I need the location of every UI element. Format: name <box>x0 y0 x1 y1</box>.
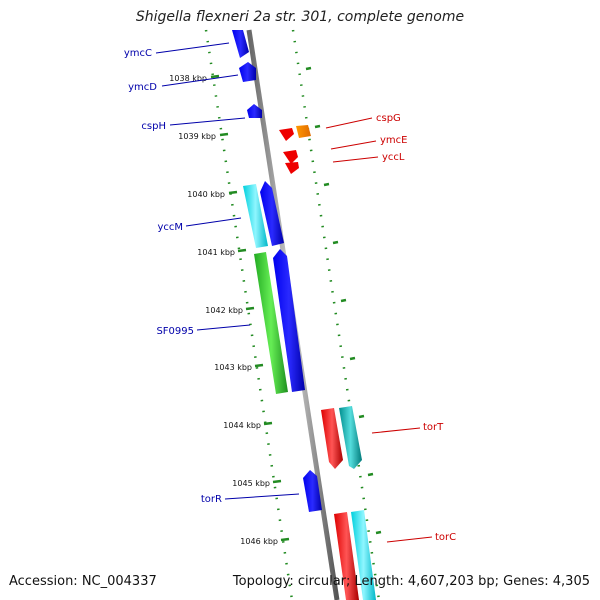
gene-label-cspH[interactable]: cspH <box>141 121 166 132</box>
kbp-label-1045: 1045 kbp <box>232 479 270 488</box>
gene-label-ymcD[interactable]: ymcD <box>128 82 157 93</box>
gene-blue-1040[interactable] <box>260 181 284 246</box>
kbp-labels: 1038 kbp 1039 kbp 1040 kbp 1041 kbp 1042… <box>169 74 278 546</box>
kbp-label-1040: 1040 kbp <box>187 190 225 199</box>
accession-footer: Accession: NC_004337 <box>9 574 157 589</box>
gene-label-torT[interactable]: torT <box>423 422 444 433</box>
gene-label-torR[interactable]: torR <box>201 494 222 505</box>
gene-label-yccM[interactable]: yccM <box>157 222 183 233</box>
gene-cspG[interactable] <box>296 125 311 138</box>
right-leaders <box>325 117 433 543</box>
gene-yccL[interactable] <box>285 162 299 174</box>
gene-torR[interactable] <box>303 470 322 512</box>
kbp-label-1042: 1042 kbp <box>205 306 243 315</box>
gene-label-yccL[interactable]: yccL <box>382 152 405 163</box>
gene-SF0995[interactable] <box>254 252 288 394</box>
left-leaders <box>155 42 300 500</box>
gene-label-torC[interactable]: torC <box>435 532 456 543</box>
gene-label-cspG[interactable]: cspG <box>376 113 401 124</box>
kbp-label-1043: 1043 kbp <box>214 363 252 372</box>
gene-label-ymcE[interactable]: ymcE <box>380 135 407 146</box>
gene-torT[interactable] <box>339 406 362 469</box>
gene-ymcE[interactable] <box>279 128 294 141</box>
kbp-label-1044: 1044 kbp <box>223 421 261 430</box>
kbp-ticks <box>210 66 382 542</box>
gene-ymcC[interactable] <box>232 30 249 58</box>
gene-label-ymcC[interactable]: ymcC <box>124 48 152 59</box>
kbp-label-1039: 1039 kbp <box>178 132 216 141</box>
genome-title: Shigella flexneri 2a str. 301, complete … <box>135 9 465 25</box>
gene-red-1044[interactable] <box>321 408 343 469</box>
gene-red-1046[interactable] <box>334 512 359 600</box>
gene-label-SF0995[interactable]: SF0995 <box>156 326 194 337</box>
kbp-label-1038: 1038 kbp <box>169 74 207 83</box>
gene-yccL-a[interactable] <box>283 150 298 164</box>
topology-footer: Topology: circular; Length: 4,607,203 bp… <box>232 574 590 589</box>
gene-blue-1042[interactable] <box>273 249 305 392</box>
kbp-label-1041: 1041 kbp <box>197 248 235 257</box>
gene-yccM[interactable] <box>243 184 268 248</box>
gene-ymcD[interactable] <box>239 62 256 82</box>
kbp-label-1046: 1046 kbp <box>240 537 278 546</box>
gene-torC[interactable] <box>351 510 376 600</box>
gene-cspH[interactable] <box>247 104 262 118</box>
